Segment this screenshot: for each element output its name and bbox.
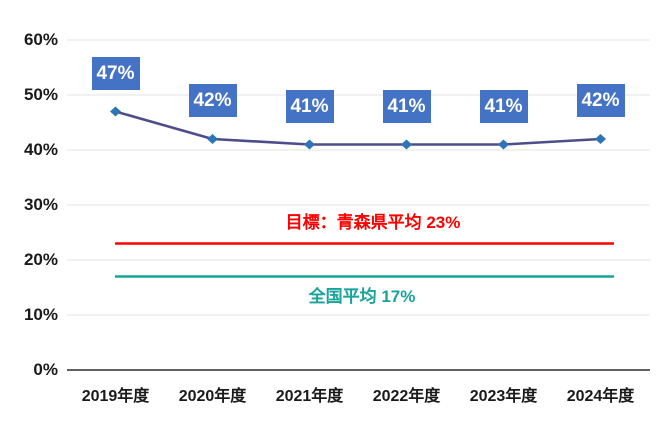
series-line	[115, 110, 601, 146]
y-tick-label: 0%	[33, 360, 58, 379]
data-point-marker	[304, 139, 315, 150]
x-tick-label: 2023年度	[469, 388, 538, 405]
data-point-marker	[110, 106, 121, 117]
y-tick-label: 40%	[23, 140, 58, 159]
y-tick-label: 10%	[23, 305, 58, 324]
x-tick-label: 2021年度	[275, 388, 344, 405]
data-label: 41%	[479, 89, 528, 123]
x-tick-label: 2024年度	[566, 388, 635, 405]
data-label: 42%	[576, 84, 625, 117]
data-label: 47%	[91, 56, 140, 90]
x-tick-label: 2022年度	[372, 388, 441, 405]
data-point-marker	[498, 139, 509, 150]
y-tick-label: 60%	[23, 30, 58, 49]
data-point-marker	[595, 134, 606, 144]
data-label: 41%	[285, 89, 334, 123]
national-average-label: 全国平均 17%	[308, 287, 416, 306]
data-label: 42%	[188, 84, 237, 117]
data-label: 41%	[382, 89, 431, 123]
y-tick-label: 20%	[23, 250, 58, 269]
x-tick-label: 2019年度	[81, 388, 150, 405]
target-line-label: 目標：青森県平均 23%	[285, 213, 461, 232]
data-point-marker	[401, 139, 412, 150]
x-tick-label: 2020年度	[178, 388, 247, 405]
y-tick-label: 30%	[23, 195, 58, 214]
data-point-marker	[207, 134, 218, 144]
y-tick-label: 50%	[23, 85, 58, 104]
